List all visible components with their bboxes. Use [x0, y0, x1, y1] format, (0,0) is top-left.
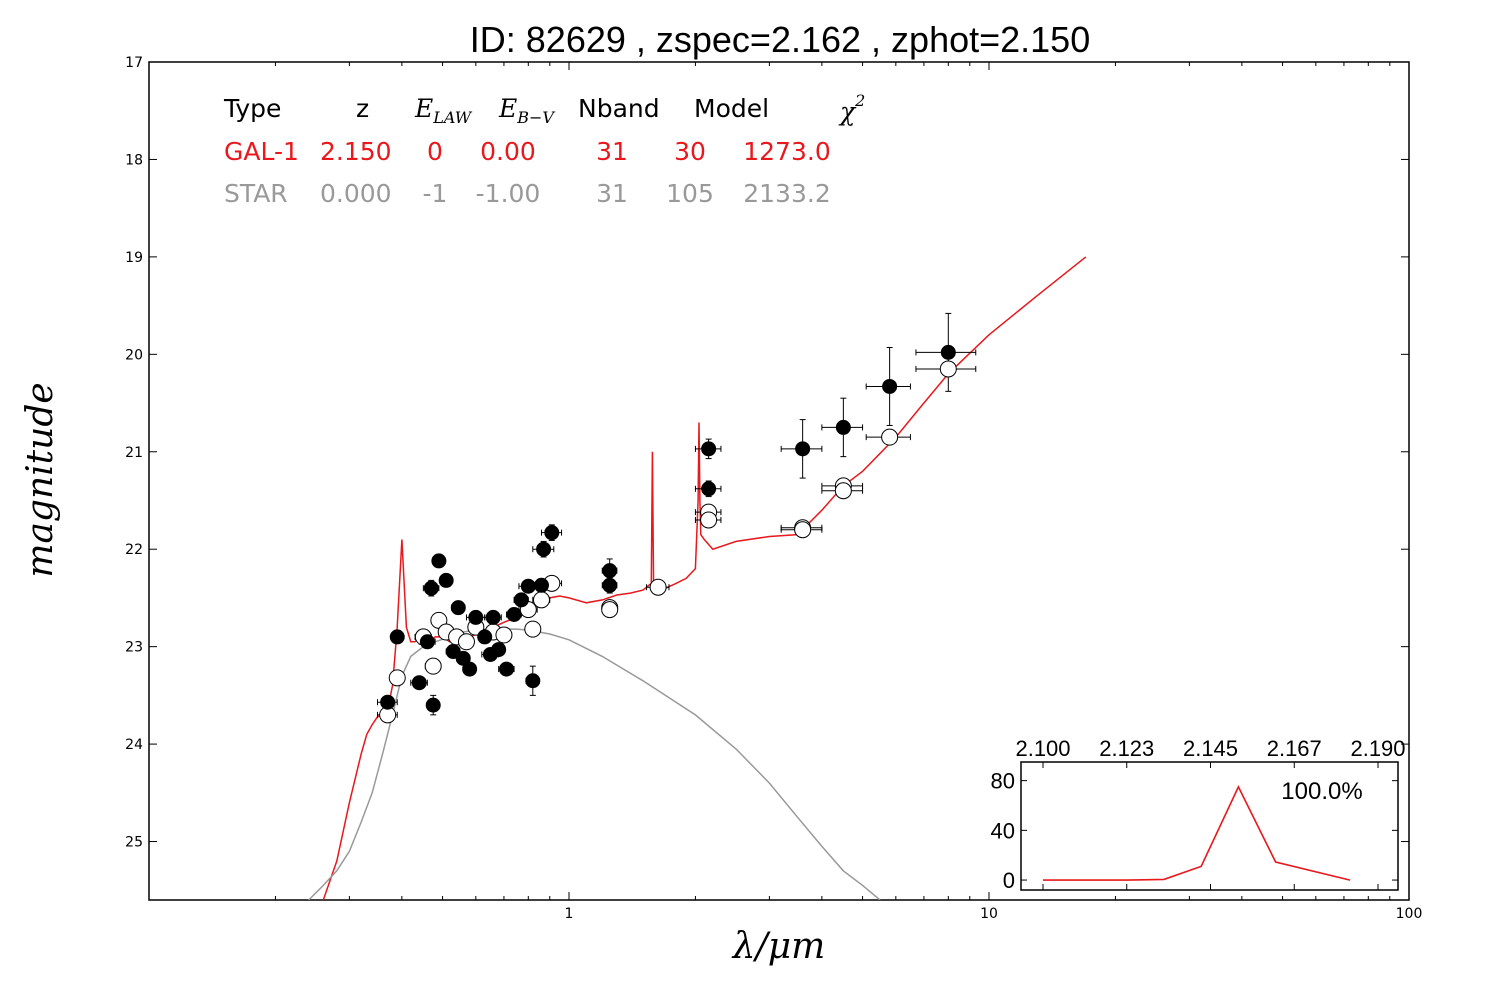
- y-tick-label: 19: [125, 250, 143, 266]
- table-cell-star: 105: [666, 179, 714, 208]
- observed-point: [701, 481, 717, 497]
- model-point: [834, 482, 852, 500]
- observed-point: [423, 580, 439, 596]
- observed-point: [425, 697, 441, 713]
- inset-x-tick-label: 2.123: [1099, 736, 1154, 761]
- observed-point: [513, 592, 529, 608]
- observed-point: [485, 609, 501, 625]
- table-header-nband: Nband: [578, 94, 660, 123]
- table-cell-star: STAR: [224, 179, 288, 208]
- observed-point: [462, 661, 478, 677]
- observed-point: [506, 606, 522, 622]
- table-cell-gal-1: 31: [596, 137, 628, 166]
- observed-point: [431, 553, 447, 569]
- observed-point: [882, 378, 898, 394]
- table-cell-gal-1: 1273.0: [743, 137, 830, 166]
- x-tick-label: 10: [980, 906, 998, 922]
- observed-point: [533, 577, 549, 593]
- observed-point: [477, 629, 493, 645]
- model-point: [881, 428, 899, 446]
- y-tick-label: 24: [125, 737, 143, 753]
- observed-point: [411, 675, 427, 691]
- y-axis-ticks: 17 18 19 20 21 22 23 24 25: [125, 55, 1409, 851]
- observed-point: [491, 642, 507, 658]
- y-tick-label: 21: [125, 445, 143, 461]
- redshift-pdf-inset: 2.100 2.123 2.145 2.167 2.190 0 40 80 100.0%: [991, 736, 1406, 893]
- observed-point: [520, 578, 536, 594]
- y-axis-label: magnitude: [20, 382, 61, 577]
- y-tick-label: 25: [125, 835, 143, 851]
- model-point: [457, 633, 475, 651]
- x-tick-label: 100: [1396, 906, 1423, 922]
- table-cell-gal-1: 0: [427, 137, 443, 166]
- table-header-model: Model: [694, 94, 769, 123]
- inset-x-tick-label: 2.167: [1267, 736, 1322, 761]
- model-point: [649, 578, 667, 596]
- table-cell-star: -1: [423, 179, 448, 208]
- observed-point: [525, 673, 541, 689]
- observed-point: [419, 634, 435, 650]
- inset-y-tick-label: 80: [991, 769, 1015, 794]
- observed-point: [602, 577, 618, 593]
- observed-point: [380, 694, 396, 710]
- table-cell-gal-1: 30: [674, 137, 706, 166]
- inset-frame: [1020, 761, 1399, 891]
- table-header-z-text: z: [356, 94, 369, 123]
- table-cell-star: 31: [596, 179, 628, 208]
- fit-table: Type z ELAW EB−V Nband Model χ2 GAL-1 2.1…: [223, 91, 865, 208]
- observed-point: [795, 441, 811, 457]
- model-point: [388, 669, 406, 687]
- table-cell-gal-1: 2.150: [320, 137, 392, 166]
- model-point: [524, 620, 542, 638]
- observed-point: [536, 541, 552, 557]
- photometry-points: [379, 344, 957, 724]
- model-point: [532, 591, 550, 609]
- observed-point: [468, 609, 484, 625]
- inset-y-tick-label: 0: [1003, 868, 1015, 893]
- model-point: [700, 511, 718, 529]
- model-point: [424, 657, 442, 675]
- y-tick-label: 22: [125, 542, 143, 558]
- table-cell-gal-1: GAL-1: [224, 137, 299, 166]
- table-header-type: Type: [223, 94, 281, 123]
- inset-pdf-path: [1043, 785, 1351, 881]
- model-point: [939, 360, 957, 378]
- table-header-ebv: EB−V: [498, 94, 555, 127]
- observed-point: [389, 629, 405, 645]
- observed-point: [499, 661, 515, 677]
- table-cell-star: -1.00: [476, 179, 541, 208]
- observed-point: [438, 572, 454, 588]
- y-tick-label: 17: [125, 55, 143, 71]
- table-header-z: z: [356, 94, 369, 123]
- chart-title: ID: 82629 , zspec=2.162 , zphot=2.150: [470, 19, 1090, 60]
- model-point: [794, 521, 812, 539]
- inset-ticks: 2.100 2.123 2.145 2.167 2.190 0 40 80: [991, 736, 1406, 893]
- inset-x-tick-label: 2.145: [1183, 736, 1238, 761]
- model-point: [495, 626, 513, 644]
- y-tick-label: 23: [125, 640, 143, 656]
- x-axis-label: λ/μm: [731, 926, 825, 967]
- observed-point: [544, 525, 560, 541]
- inset-annotation: 100.0%: [1281, 778, 1362, 805]
- x-tick-label: 1: [565, 906, 574, 922]
- inset-x-tick-label: 2.100: [1015, 736, 1070, 761]
- inset-pdf-line: [1043, 785, 1351, 881]
- x-axis-ticks: 1 10 100: [274, 62, 1423, 922]
- table-cell-star: 0.000: [320, 179, 392, 208]
- observed-point: [940, 344, 956, 360]
- inset-y-tick-label: 40: [991, 818, 1015, 843]
- observed-point: [602, 563, 618, 579]
- observed-point: [835, 419, 851, 435]
- inset-x-tick-label: 2.190: [1350, 736, 1405, 761]
- model-point: [601, 601, 619, 619]
- table-cell-gal-1: 0.00: [480, 137, 536, 166]
- y-tick-label: 18: [125, 152, 143, 168]
- observed-point: [701, 441, 717, 457]
- observed-point: [450, 600, 466, 616]
- table-cell-star: 2133.2: [743, 179, 830, 208]
- y-tick-label: 20: [125, 347, 143, 363]
